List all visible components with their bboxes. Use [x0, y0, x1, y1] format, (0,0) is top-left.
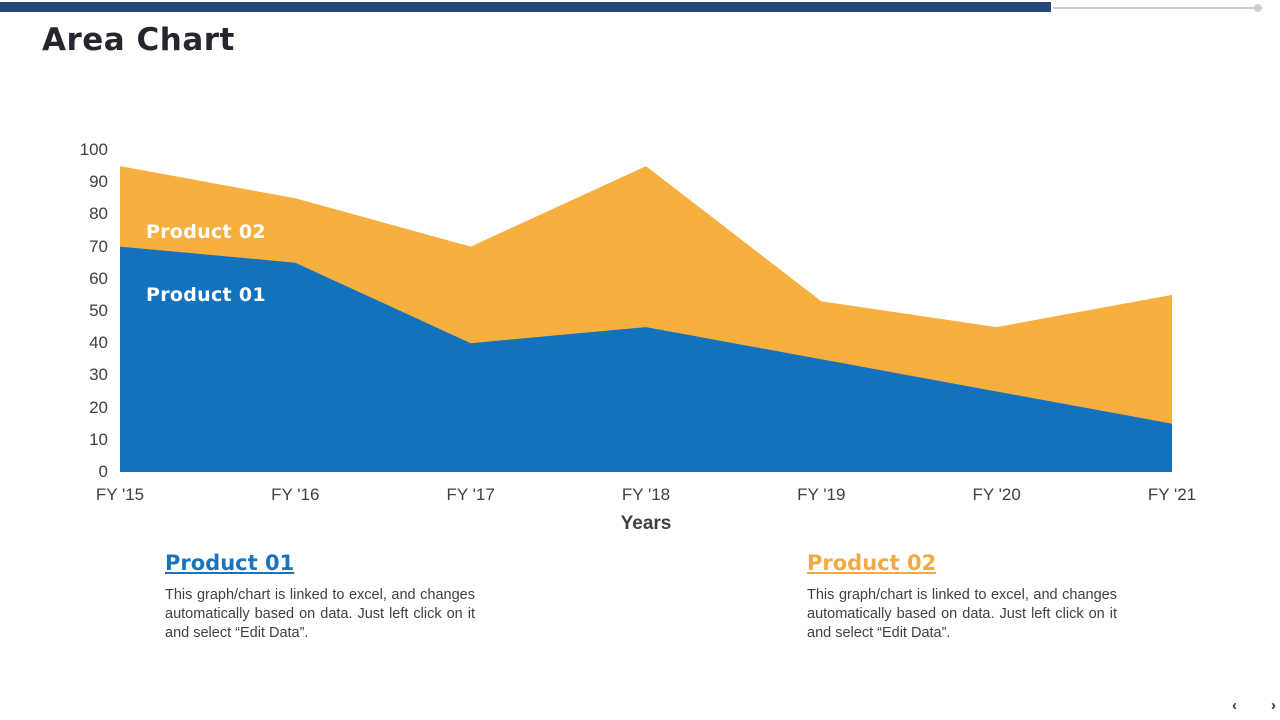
y-tick-label: 90 [89, 172, 108, 192]
slide-navigation: ‹ › [1232, 698, 1276, 714]
legend-description-product-01: This graph/chart is linked to excel, and… [165, 587, 475, 641]
y-tick-label: 40 [89, 333, 108, 353]
legend-description-product-02: This graph/chart is linked to excel, and… [807, 587, 1117, 641]
legend-title-product-01[interactable]: Product 01 [165, 551, 295, 575]
y-tick-label: 50 [89, 301, 108, 320]
page-title: Area Chart [42, 22, 235, 58]
y-tick-label: 70 [89, 236, 108, 256]
area-chart-svg[interactable] [120, 150, 1172, 472]
x-tick-label: FY '20 [972, 485, 1021, 504]
top-accent-bar [0, 2, 1051, 12]
area-label-product-01: Product 01 [146, 284, 266, 306]
prev-arrow[interactable]: ‹ [1232, 697, 1237, 714]
legend-block-product-01: Product 01 This graph/chart is linked to… [165, 551, 475, 643]
y-tick-label: 60 [89, 268, 108, 288]
x-axis: FY '15 FY '16 FY '17 FY '18 FY '19 FY '20 FY '… [96, 485, 1196, 509]
legend-block-product-02: Product 02 This graph/chart is linked to… [807, 551, 1117, 643]
y-tick-label: 0 [98, 462, 108, 481]
top-accent-line [1053, 7, 1258, 9]
legend-title-product-02[interactable]: Product 02 [807, 551, 937, 575]
y-tick-label: 100 [79, 140, 108, 159]
y-tick-label: 30 [89, 365, 108, 385]
y-tick-label: 10 [89, 429, 108, 449]
y-tick-label: 80 [89, 204, 108, 224]
x-tick-label: FY '21 [1147, 485, 1197, 504]
y-axis: 0 10 20 30 40 50 60 70 80 90 100 [55, 140, 108, 481]
area-product-01 [120, 246, 1172, 472]
x-tick-label: FY '17 [446, 485, 495, 504]
area-label-product-02: Product 02 [146, 221, 266, 243]
next-arrow[interactable]: › [1271, 697, 1276, 714]
x-tick-label: FY '15 [95, 485, 145, 504]
y-tick-label: 20 [89, 397, 108, 417]
x-tick-label: FY '16 [271, 485, 320, 504]
x-tick-label: FY '19 [797, 485, 846, 504]
x-tick-label: FY '18 [621, 485, 671, 504]
x-axis-title: Years [620, 513, 672, 534]
timeline-dot-icon [1254, 4, 1262, 12]
